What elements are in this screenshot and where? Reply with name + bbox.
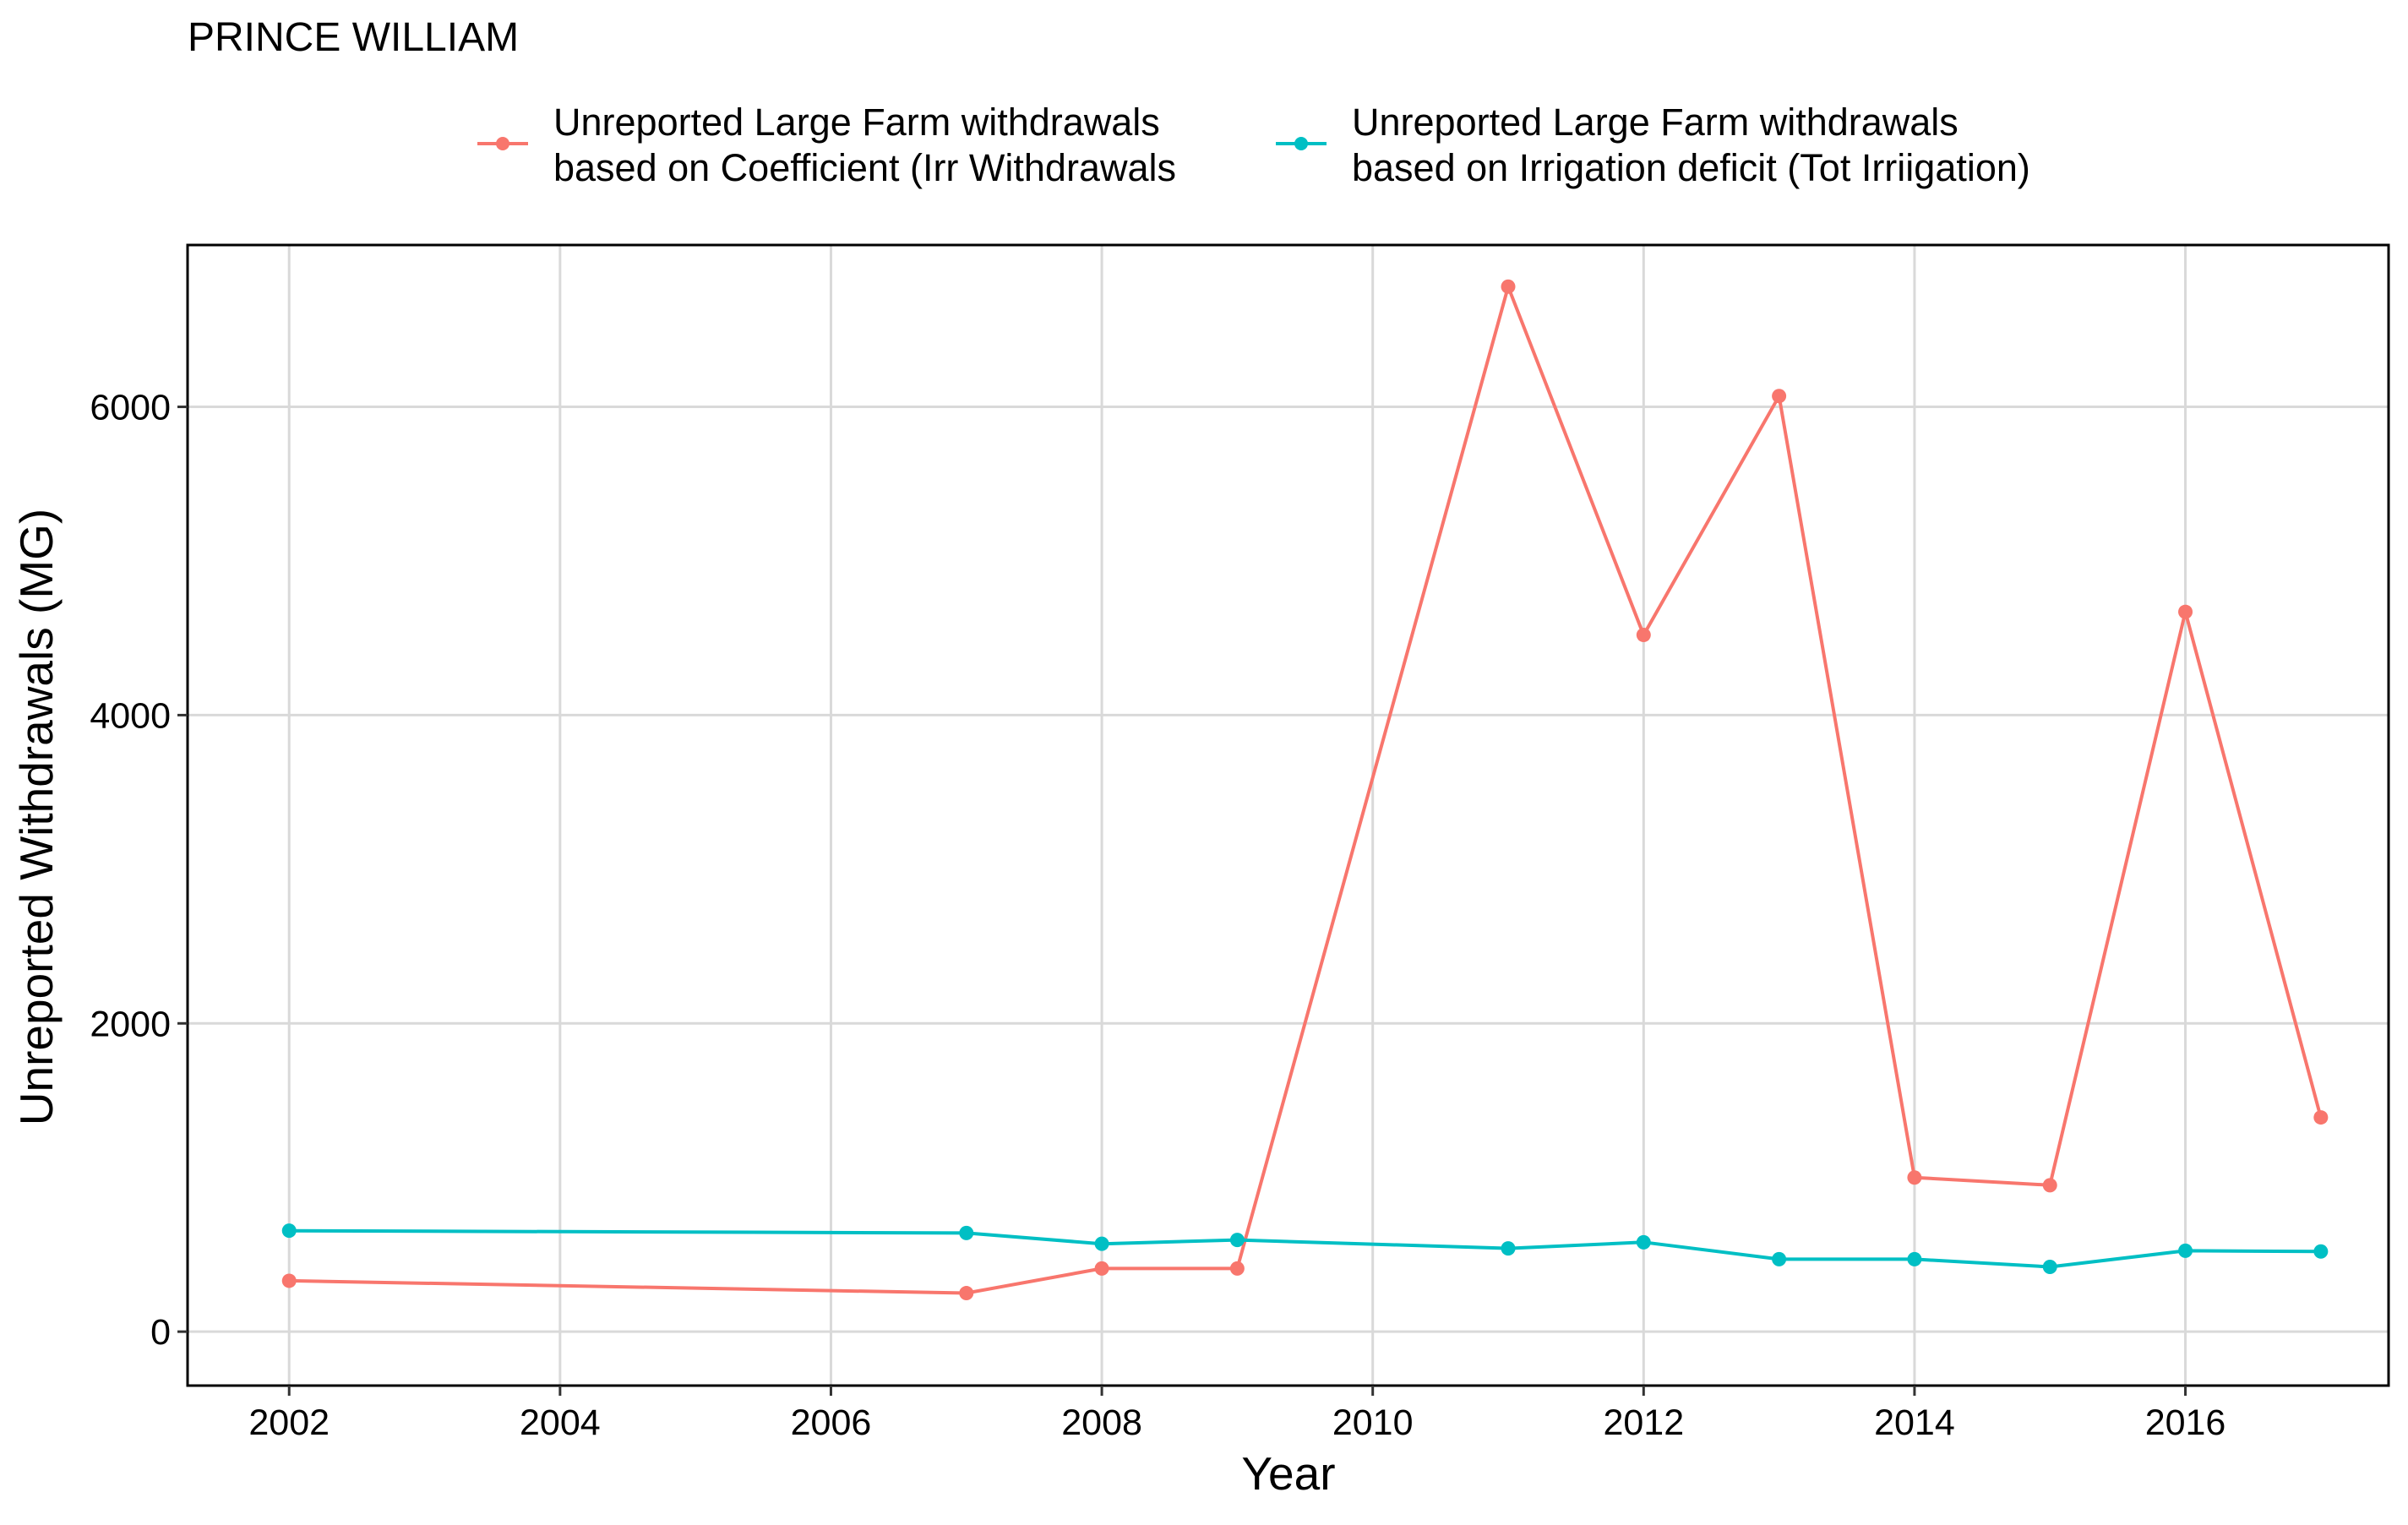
- x-tick-label: 2004: [520, 1402, 601, 1443]
- legend-label-coefficient-line1: Unreported Large Farm withdrawals: [553, 101, 1160, 144]
- data-point-deficit: [2042, 1260, 2057, 1275]
- legend-label-deficit-line2: based on Irrigation deficit (Tot Irriiga…: [1352, 146, 2030, 189]
- data-point-coefficient: [2042, 1178, 2057, 1193]
- chart-title: PRINCE WILLIAM: [188, 15, 519, 60]
- x-tick-label: 2008: [1061, 1402, 1142, 1443]
- data-point-coefficient: [959, 1286, 974, 1301]
- x-axis-title: Year: [1241, 1447, 1335, 1500]
- data-point-coefficient: [1501, 279, 1516, 294]
- data-point-coefficient: [1772, 389, 1787, 404]
- y-tick-label: 6000: [90, 388, 171, 428]
- data-point-deficit: [1229, 1233, 1245, 1248]
- data-point-deficit: [2178, 1243, 2193, 1258]
- x-tick-label: 2002: [248, 1402, 330, 1443]
- y-tick-label: 0: [150, 1312, 171, 1353]
- x-tick-label: 2010: [1332, 1402, 1414, 1443]
- data-point-coefficient: [281, 1273, 297, 1288]
- plot-area: 2002 2004 2006 2008 2010 2012 2014 2016 0 2000 400…: [90, 243, 2390, 1443]
- legend-label-coefficient-line2: based on Coefficient (Irr Withdrawals: [553, 146, 1176, 189]
- data-point-coefficient: [1636, 628, 1651, 643]
- data-point-deficit: [1094, 1236, 1109, 1251]
- legend: Unreported Large Farm withdrawals based …: [477, 101, 2030, 189]
- data-point-coefficient: [1094, 1261, 1109, 1276]
- data-point-deficit: [1907, 1251, 1922, 1266]
- x-tick-label: 2016: [2145, 1402, 2226, 1443]
- panel-border: [186, 243, 2390, 1387]
- data-point-deficit: [1636, 1234, 1651, 1250]
- data-point-coefficient: [1907, 1170, 1922, 1185]
- legend-key-point-deficit: [1294, 137, 1308, 150]
- data-point-deficit: [281, 1223, 297, 1239]
- y-tick-label: 4000: [90, 695, 171, 736]
- data-point-deficit: [1501, 1241, 1516, 1256]
- data-point-deficit: [959, 1225, 974, 1240]
- data-point-deficit: [2313, 1244, 2329, 1259]
- y-tick-label: 2000: [90, 1004, 171, 1044]
- legend-item-coefficient: Unreported Large Farm withdrawals based …: [477, 101, 1176, 189]
- data-point-deficit: [1772, 1251, 1787, 1266]
- data-point-coefficient: [2178, 604, 2193, 619]
- x-tick-label: 2006: [791, 1402, 872, 1443]
- legend-item-deficit: Unreported Large Farm withdrawals based …: [1276, 101, 2030, 189]
- data-point-coefficient: [2313, 1110, 2329, 1125]
- x-tick-label: 2012: [1603, 1402, 1684, 1443]
- y-axis-title: Unreported Withdrawals (MG): [10, 509, 63, 1125]
- data-point-coefficient: [1229, 1261, 1245, 1276]
- legend-key-point-coefficient: [496, 137, 509, 150]
- legend-label-deficit-line1: Unreported Large Farm withdrawals: [1352, 101, 1959, 144]
- x-tick-label: 2014: [1874, 1402, 1955, 1443]
